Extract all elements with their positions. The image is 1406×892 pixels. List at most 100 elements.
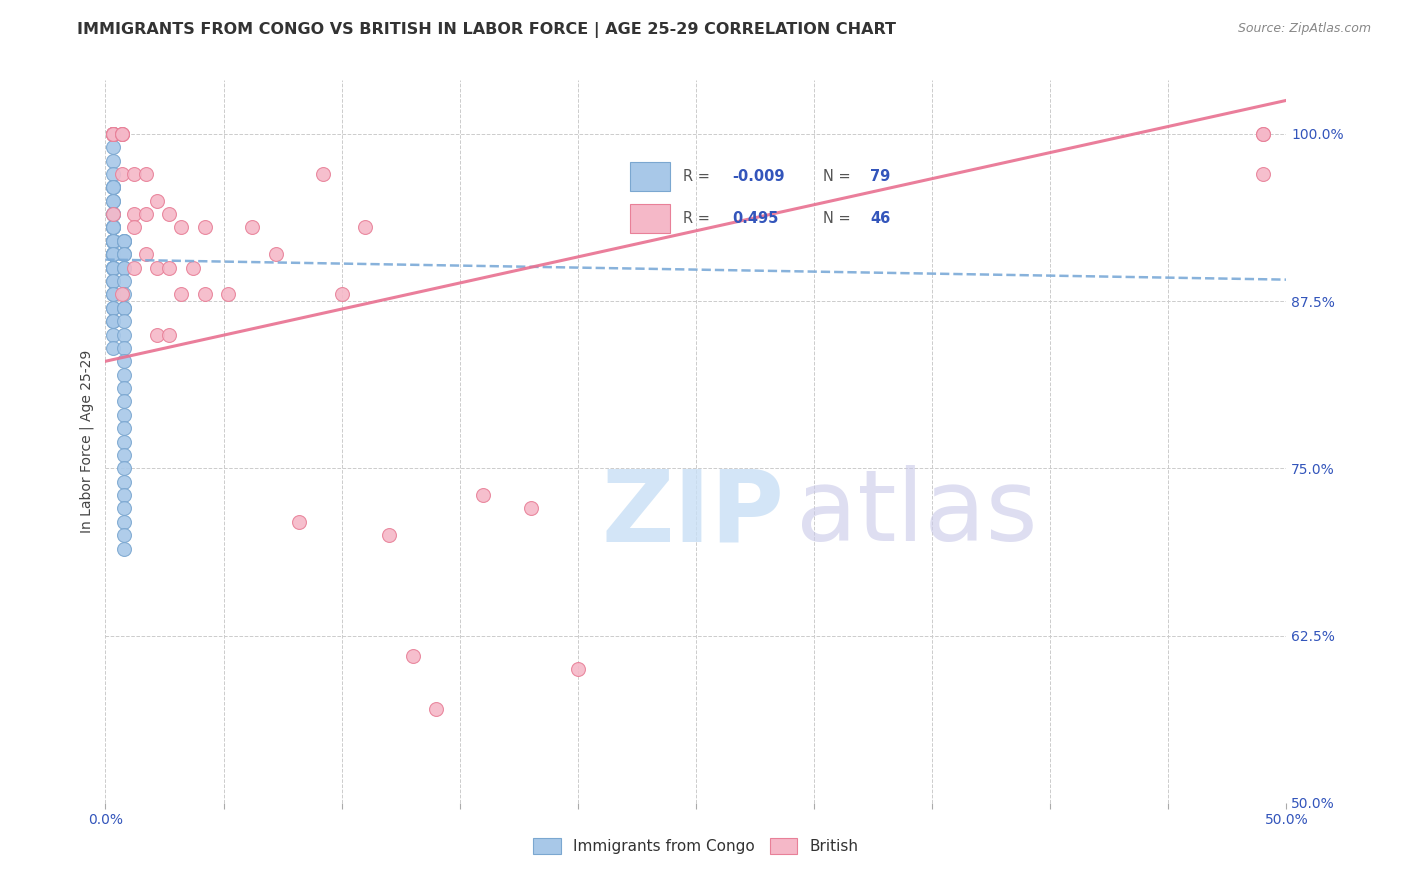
Point xyxy=(101,127,124,141)
Point xyxy=(217,287,239,301)
Point xyxy=(101,127,124,141)
Point xyxy=(101,247,124,261)
Point xyxy=(112,394,135,409)
Point xyxy=(101,341,124,355)
Point xyxy=(101,260,124,275)
Point xyxy=(112,461,135,475)
Text: -0.009: -0.009 xyxy=(733,169,785,184)
Point xyxy=(112,234,135,248)
Point xyxy=(111,287,134,301)
Text: ZIP: ZIP xyxy=(602,466,785,562)
Point xyxy=(101,127,124,141)
FancyBboxPatch shape xyxy=(630,162,671,191)
Point xyxy=(101,207,124,221)
Point xyxy=(101,194,124,208)
Point xyxy=(157,207,180,221)
Point xyxy=(112,274,135,288)
Point xyxy=(112,314,135,328)
Point xyxy=(146,327,169,342)
Point xyxy=(146,194,169,208)
Point xyxy=(112,234,135,248)
Point xyxy=(101,234,124,248)
Point xyxy=(112,301,135,315)
Point xyxy=(101,234,124,248)
Text: R =: R = xyxy=(683,211,710,226)
Point xyxy=(101,314,124,328)
Point xyxy=(112,528,135,542)
Point xyxy=(101,247,124,261)
Point xyxy=(101,220,124,235)
Point xyxy=(101,260,124,275)
Point xyxy=(112,287,135,301)
Point xyxy=(135,207,157,221)
Point xyxy=(101,234,124,248)
Text: 46: 46 xyxy=(870,211,890,226)
Point xyxy=(112,260,135,275)
Point xyxy=(240,220,263,235)
Point xyxy=(112,260,135,275)
Point xyxy=(122,207,145,221)
Point xyxy=(112,354,135,368)
Point xyxy=(112,448,135,462)
Point xyxy=(112,234,135,248)
Point xyxy=(101,220,124,235)
Point xyxy=(101,153,124,168)
Text: IMMIGRANTS FROM CONGO VS BRITISH IN LABOR FORCE | AGE 25-29 CORRELATION CHART: IMMIGRANTS FROM CONGO VS BRITISH IN LABO… xyxy=(77,22,897,38)
Point xyxy=(101,260,124,275)
Text: 0.495: 0.495 xyxy=(733,211,779,226)
Point xyxy=(101,167,124,181)
Point xyxy=(101,234,124,248)
Point xyxy=(111,127,134,141)
Point xyxy=(157,327,180,342)
Point xyxy=(101,314,124,328)
Text: atlas: atlas xyxy=(796,466,1038,562)
Point xyxy=(170,220,193,235)
Text: 79: 79 xyxy=(870,169,890,184)
Point xyxy=(112,408,135,422)
Point xyxy=(101,194,124,208)
Point xyxy=(122,220,145,235)
Point xyxy=(101,180,124,194)
Point xyxy=(101,247,124,261)
Point xyxy=(101,127,124,141)
Point xyxy=(1251,127,1274,141)
Point xyxy=(112,541,135,556)
Point xyxy=(378,528,401,542)
Point xyxy=(112,475,135,489)
Point xyxy=(519,501,541,516)
Point xyxy=(112,368,135,382)
Point xyxy=(135,247,157,261)
Point xyxy=(112,327,135,342)
Point xyxy=(101,260,124,275)
Point xyxy=(194,220,217,235)
Point xyxy=(101,180,124,194)
Text: Source: ZipAtlas.com: Source: ZipAtlas.com xyxy=(1237,22,1371,36)
Point xyxy=(146,260,169,275)
Point xyxy=(135,167,157,181)
Text: N =: N = xyxy=(824,211,851,226)
Point xyxy=(101,127,124,141)
Point xyxy=(401,648,423,663)
Point xyxy=(330,287,353,301)
Point xyxy=(112,341,135,355)
Point xyxy=(101,220,124,235)
Point xyxy=(101,287,124,301)
Point xyxy=(112,501,135,516)
Point xyxy=(112,247,135,261)
Point xyxy=(157,260,180,275)
FancyBboxPatch shape xyxy=(630,203,671,233)
Point xyxy=(101,140,124,154)
Point xyxy=(112,515,135,529)
Point xyxy=(101,301,124,315)
Point xyxy=(101,180,124,194)
Point xyxy=(567,662,589,676)
Point xyxy=(101,247,124,261)
Point xyxy=(101,260,124,275)
Point xyxy=(312,167,335,181)
Point xyxy=(101,234,124,248)
Point xyxy=(101,220,124,235)
Point xyxy=(122,260,145,275)
Point xyxy=(101,274,124,288)
Text: R =: R = xyxy=(683,169,710,184)
Point xyxy=(101,220,124,235)
